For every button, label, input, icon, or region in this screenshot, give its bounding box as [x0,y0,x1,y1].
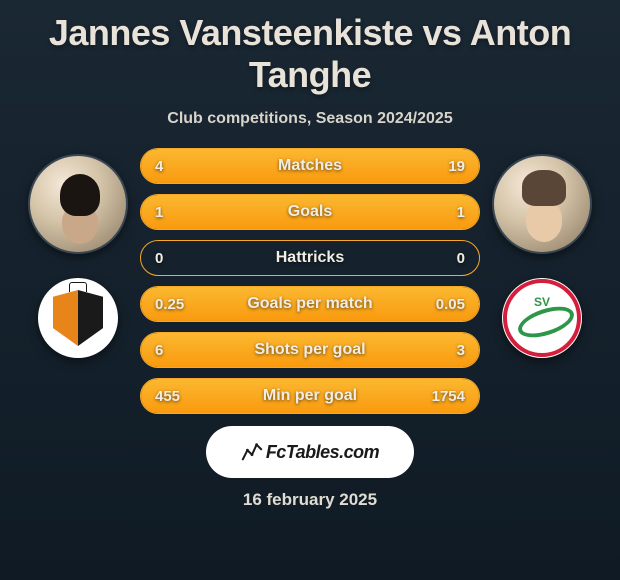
stat-label: Hattricks [141,241,479,275]
brand-text: FcTables.com [266,442,379,463]
stat-bar: 455Min per goal1754 [140,378,480,414]
subtitle: Club competitions, Season 2024/2025 [10,110,610,128]
stat-value-p2: 3 [443,333,479,367]
comparison-area: 4Matches19 1Goals1 0Hattricks0 0.25Goals pe… [10,148,610,414]
player2-column: SV [492,148,592,358]
stat-bar: 4Matches19 [140,148,480,184]
stat-bar: 0.25Goals per match0.05 [140,286,480,322]
club2-letters: SV [534,295,550,309]
page-title: Jannes Vansteenkiste vs Anton Tanghe [10,12,610,96]
date-line: 16 february 2025 [10,490,610,510]
stat-value-p2: 0 [443,241,479,275]
player1-club-badge [38,278,118,358]
stat-value-p2: 1754 [418,379,479,413]
player1-column [28,148,128,358]
player2-club-badge: SV [502,278,582,358]
stat-value-p2: 0.05 [422,287,479,321]
stats-column: 4Matches19 1Goals1 0Hattricks0 0.25Goals pe… [140,148,480,414]
stat-bar: 1Goals1 [140,194,480,230]
stat-value-p2: 1 [443,195,479,229]
stat-label: Matches [141,149,479,183]
stat-bar: 0Hattricks0 [140,240,480,276]
stat-value-p2: 19 [434,149,479,183]
stat-bar: 6Shots per goal3 [140,332,480,368]
stat-label: Shots per goal [141,333,479,367]
player2-avatar [492,154,592,254]
brand-badge: FcTables.com [206,426,414,478]
chart-icon [241,441,263,463]
stat-label: Goals [141,195,479,229]
player1-avatar [28,154,128,254]
